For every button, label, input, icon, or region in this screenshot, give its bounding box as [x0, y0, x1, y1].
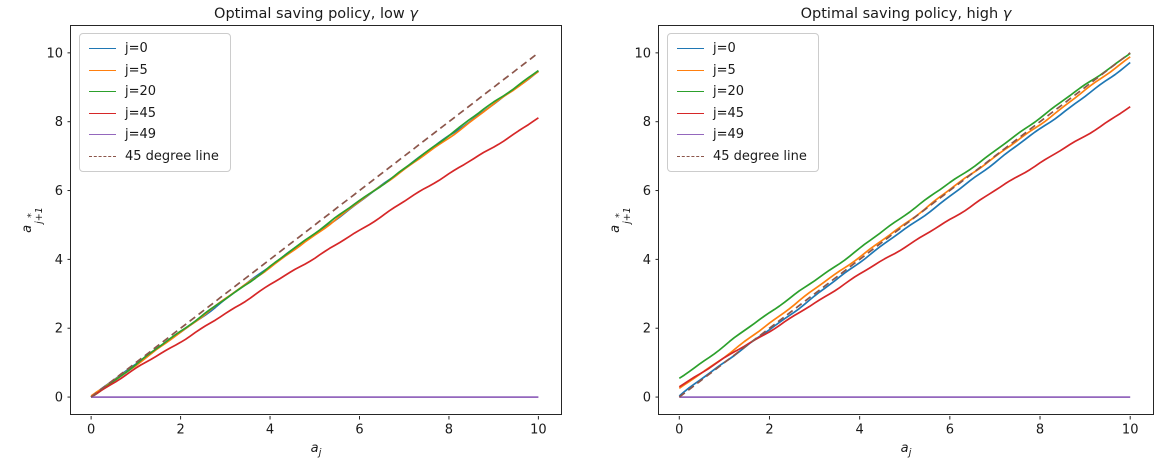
svg-text:4: 4 [266, 423, 274, 438]
legend-item: j=49 [89, 128, 219, 141]
svg-text:8: 8 [643, 115, 651, 130]
legend-item: j=20 [677, 85, 807, 98]
line-swatch-j45 [677, 112, 704, 114]
line-swatch-j49 [677, 134, 704, 135]
svg-text:2: 2 [765, 423, 773, 438]
svg-text:0: 0 [675, 423, 683, 438]
line-swatch-j5 [677, 69, 704, 71]
left-x-axis-label: aj [310, 441, 322, 459]
svg-text:0: 0 [55, 391, 63, 406]
legend-item: j=5 [89, 64, 219, 77]
svg-text:8: 8 [55, 115, 63, 130]
svg-text:10: 10 [46, 46, 63, 61]
svg-text:0: 0 [87, 423, 95, 438]
right-y-axis-label: a * j+1 [608, 207, 633, 233]
legend-item: j=45 [89, 107, 219, 120]
svg-text:2: 2 [643, 322, 651, 337]
line-swatch-45degree [89, 155, 116, 157]
svg-text:8: 8 [445, 423, 453, 438]
right-chart-title: Optimal saving policy, high γ [800, 6, 1012, 22]
right-legend: j=0 j=5 j=20 j=45 j=49 45 degree line [667, 33, 819, 172]
line-swatch-45degree [677, 155, 704, 157]
line-swatch-j0 [677, 48, 704, 49]
left-y-axis-label: a * j+1 [20, 207, 45, 233]
left-plot-axes: 0 2 4 6 8 10 0 2 4 6 8 10 j=0 j=5 j=20 j=45 j=49 45… [46, 25, 562, 438]
svg-text:6: 6 [946, 423, 954, 438]
right-plot-axes: 0 2 4 6 8 10 0 2 4 6 8 10 j=0 j=5 j=20 j=45 j=49 45… [634, 25, 1154, 438]
svg-text:4: 4 [55, 253, 63, 268]
svg-text:10: 10 [634, 46, 651, 61]
svg-text:4: 4 [856, 423, 864, 438]
line-swatch-j5 [89, 69, 116, 71]
svg-text:6: 6 [55, 184, 63, 199]
left-plot-area: 0 2 4 6 8 10 0 2 4 6 8 10 [46, 46, 546, 437]
legend-item: j=20 [89, 85, 219, 98]
svg-text:8: 8 [1036, 423, 1044, 438]
line-swatch-j45 [89, 112, 116, 114]
svg-text:0: 0 [643, 391, 651, 406]
left-legend: j=0 j=5 j=20 j=45 j=49 45 degree line [79, 33, 231, 172]
legend-item: j=5 [677, 64, 807, 77]
legend-item: 45 degree line [677, 150, 807, 163]
svg-text:6: 6 [643, 184, 651, 199]
svg-text:2: 2 [176, 423, 184, 438]
legend-item: j=0 [89, 42, 219, 55]
svg-text:4: 4 [643, 253, 651, 268]
svg-text:2: 2 [55, 322, 63, 337]
legend-item: j=45 [677, 107, 807, 120]
svg-text:10: 10 [530, 423, 547, 438]
legend-item: j=0 [677, 42, 807, 55]
right-x-axis-label: aj [900, 441, 912, 459]
svg-text:10: 10 [1122, 423, 1139, 438]
line-swatch-j20 [89, 91, 116, 92]
line-swatch-j49 [89, 134, 116, 135]
left-chart-title: Optimal saving policy, low γ [214, 6, 418, 22]
legend-item: 45 degree line [89, 150, 219, 163]
line-swatch-j20 [677, 91, 704, 92]
legend-item: j=49 [677, 128, 807, 141]
line-swatch-j0 [89, 48, 116, 49]
svg-text:6: 6 [355, 423, 363, 438]
right-plot-area: 0 2 4 6 8 10 0 2 4 6 8 10 [634, 46, 1138, 437]
